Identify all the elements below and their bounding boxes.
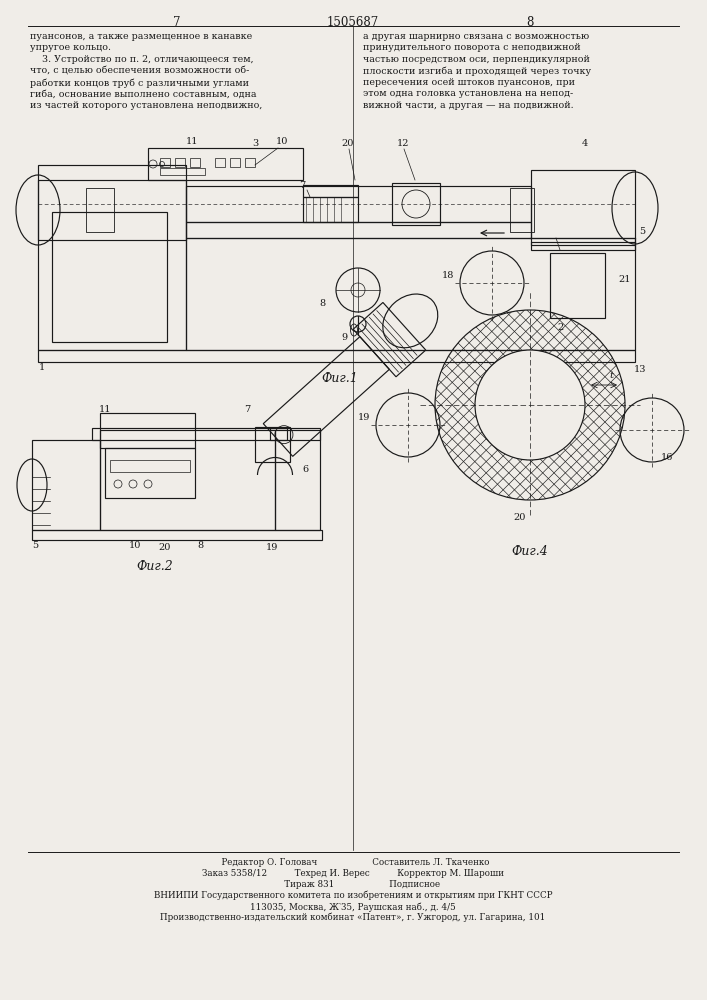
- Text: 4: 4: [582, 139, 588, 148]
- Text: 113035, Москва, Ж‵35, Раушская наб., д. 4/5: 113035, Москва, Ж‵35, Раушская наб., д. …: [250, 902, 456, 912]
- Text: 18: 18: [442, 270, 454, 279]
- Bar: [38, 165, 186, 350]
- Text: Тираж 831                    Подписное: Тираж 831 Подписное: [265, 880, 440, 889]
- Bar: [186, 222, 531, 238]
- Text: 9: 9: [341, 332, 347, 342]
- Bar: [215, 158, 225, 167]
- Bar: [38, 350, 635, 362]
- Bar: [303, 185, 358, 197]
- Text: 10: 10: [129, 540, 141, 550]
- Text: 11: 11: [99, 406, 111, 414]
- Bar: [270, 428, 320, 440]
- Bar: [86, 188, 114, 232]
- Text: 6: 6: [302, 466, 308, 475]
- Bar: [186, 238, 635, 350]
- Bar: [275, 430, 320, 530]
- Bar: [92, 428, 287, 440]
- Text: 7: 7: [244, 406, 250, 414]
- Bar: [148, 148, 303, 180]
- Text: t: t: [610, 371, 614, 380]
- Bar: [100, 430, 275, 530]
- Text: 1: 1: [39, 362, 45, 371]
- Text: 11: 11: [186, 137, 198, 146]
- Bar: [105, 448, 195, 498]
- Bar: [245, 158, 255, 167]
- Text: пересечения осей штоков пуансонов, при: пересечения осей штоков пуансонов, при: [363, 78, 575, 87]
- Bar: [190, 158, 200, 167]
- Text: 8: 8: [319, 300, 325, 308]
- Text: 8: 8: [197, 542, 203, 550]
- Bar: [175, 158, 185, 167]
- Circle shape: [475, 350, 585, 460]
- Bar: [52, 212, 167, 342]
- Bar: [110, 460, 190, 472]
- Bar: [100, 413, 195, 448]
- Text: 7: 7: [173, 16, 181, 29]
- Text: 3: 3: [252, 139, 258, 148]
- Bar: [32, 530, 322, 540]
- Text: частью посредством оси, перпендикулярной: частью посредством оси, перпендикулярной: [363, 55, 590, 64]
- Text: 1505687: 1505687: [327, 16, 379, 29]
- Text: Производственно-издательский комбинат «Патент», г. Ужгород, ул. Гагарина, 101: Производственно-издательский комбинат «П…: [160, 913, 546, 922]
- Text: 3. Устройство по п. 2, отличающееся тем,: 3. Устройство по п. 2, отличающееся тем,: [30, 55, 254, 64]
- Bar: [230, 158, 240, 167]
- Bar: [550, 253, 605, 318]
- Text: упругое кольцо.: упругое кольцо.: [30, 43, 111, 52]
- Text: Заказ 5358/12          Техред И. Верес          Корректор М. Шароши: Заказ 5358/12 Техред И. Верес Корректор …: [202, 869, 504, 878]
- Text: что, с целью обеспечения возможности об-: что, с целью обеспечения возможности об-: [30, 66, 250, 76]
- Text: 21: 21: [619, 275, 631, 284]
- Text: 19: 19: [266, 542, 278, 552]
- Text: 5: 5: [32, 540, 38, 550]
- Text: 10: 10: [276, 137, 288, 146]
- Bar: [38, 180, 186, 240]
- Text: 19: 19: [358, 412, 370, 422]
- Text: гиба, основание выполнено составным, одна: гиба, основание выполнено составным, одн…: [30, 90, 257, 99]
- Text: 12: 12: [397, 139, 409, 148]
- Text: а другая шарнирно связана с возможностью: а другая шарнирно связана с возможностью: [363, 32, 589, 41]
- Text: 13: 13: [633, 365, 646, 374]
- Bar: [392, 183, 440, 225]
- Text: вижной части, а другая — на подвижной.: вижной части, а другая — на подвижной.: [363, 101, 573, 110]
- Text: плоскости изгиба и проходящей через точку: плоскости изгиба и проходящей через точк…: [363, 66, 591, 76]
- Bar: [160, 158, 170, 167]
- Bar: [32, 440, 100, 530]
- Bar: [255, 427, 290, 462]
- Text: 5: 5: [639, 228, 645, 236]
- Bar: [303, 197, 358, 222]
- Text: 16: 16: [661, 452, 673, 462]
- Text: 2: 2: [557, 324, 563, 332]
- Text: Фиг.1: Фиг.1: [322, 372, 358, 385]
- Text: 8: 8: [526, 16, 534, 29]
- Text: 20: 20: [341, 139, 354, 148]
- Text: Редактор О. Головач                    Составитель Л. Ткаченко: Редактор О. Головач Составитель Л. Ткаче…: [216, 858, 490, 867]
- Text: этом одна головка установлена на непод-: этом одна головка установлена на непод-: [363, 90, 573, 99]
- Bar: [531, 170, 635, 245]
- Text: Фиг.4: Фиг.4: [512, 545, 549, 558]
- Text: ВНИИПИ Государственного комитета по изобретениям и открытиям при ГКНТ СССР: ВНИИПИ Государственного комитета по изоб…: [153, 891, 552, 900]
- Text: работки концов труб с различными углами: работки концов труб с различными углами: [30, 78, 249, 88]
- Bar: [186, 186, 531, 222]
- Text: пуансонов, а также размещенное в канавке: пуансонов, а также размещенное в канавке: [30, 32, 252, 41]
- Text: из частей которого установлена неподвижно,: из частей которого установлена неподвижн…: [30, 101, 262, 110]
- Bar: [510, 188, 534, 232]
- Text: принудительного поворота с неподвижной: принудительного поворота с неподвижной: [363, 43, 580, 52]
- Text: 20: 20: [514, 514, 526, 522]
- Text: 20: 20: [159, 542, 171, 552]
- Text: Фиг.2: Фиг.2: [136, 560, 173, 573]
- Text: 7: 7: [299, 180, 305, 190]
- Bar: [160, 168, 205, 175]
- Bar: [531, 242, 635, 250]
